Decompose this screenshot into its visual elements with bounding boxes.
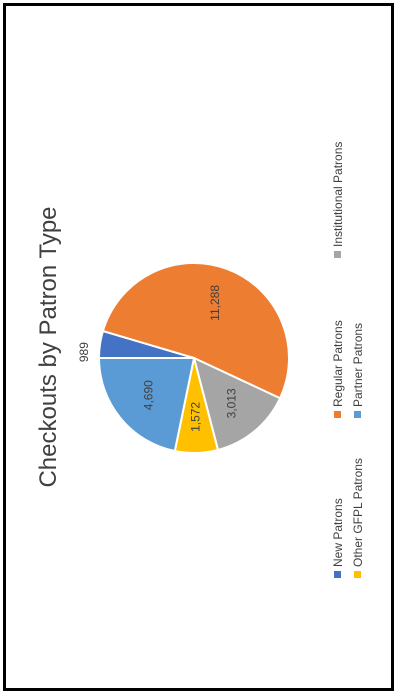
chart-canvas: Checkouts by Patron Type 989 11,288 3,013 1…: [6, 6, 391, 688]
data-label-new-patrons: 989: [77, 342, 91, 362]
pie-slice-partner-patrons: [97, 357, 196, 453]
legend-label-regular-patrons: Regular Patrons: [331, 320, 345, 407]
legend-swatch-partner-patrons: [354, 411, 361, 418]
data-label-regular-patrons: 11,288: [208, 285, 222, 321]
legend-label-new-patrons: New Patrons: [331, 498, 345, 567]
data-label-partner-patrons: 4,690: [141, 380, 155, 410]
legend-label-institutional-patrons: Institutional Patrons: [331, 142, 345, 247]
pie-chart: Checkouts by Patron Type 989 11,288 3,013 1…: [35, 142, 365, 578]
data-label-other-gfpl-patrons: 1,572: [189, 402, 203, 432]
data-label-institutional-patrons: 3,013: [225, 388, 239, 418]
legend-label-other-gfpl-patrons: Other GFPL Patrons: [351, 458, 365, 567]
legend-swatch-other-gfpl-patrons: [354, 571, 361, 578]
pie-slice-regular-patrons: [101, 262, 290, 400]
pie-slice-institutional-patrons: [192, 356, 282, 452]
legend-swatch-new-patrons: [334, 571, 341, 578]
chart-title: Checkouts by Patron Type: [35, 206, 62, 487]
legend-swatch-institutional-patrons: [334, 251, 341, 258]
legend-label-partner-patrons: Partner Patrons: [351, 323, 365, 407]
chart-frame: Checkouts by Patron Type 989 11,288 3,013 1…: [3, 3, 394, 691]
legend-swatch-regular-patrons: [334, 411, 341, 418]
